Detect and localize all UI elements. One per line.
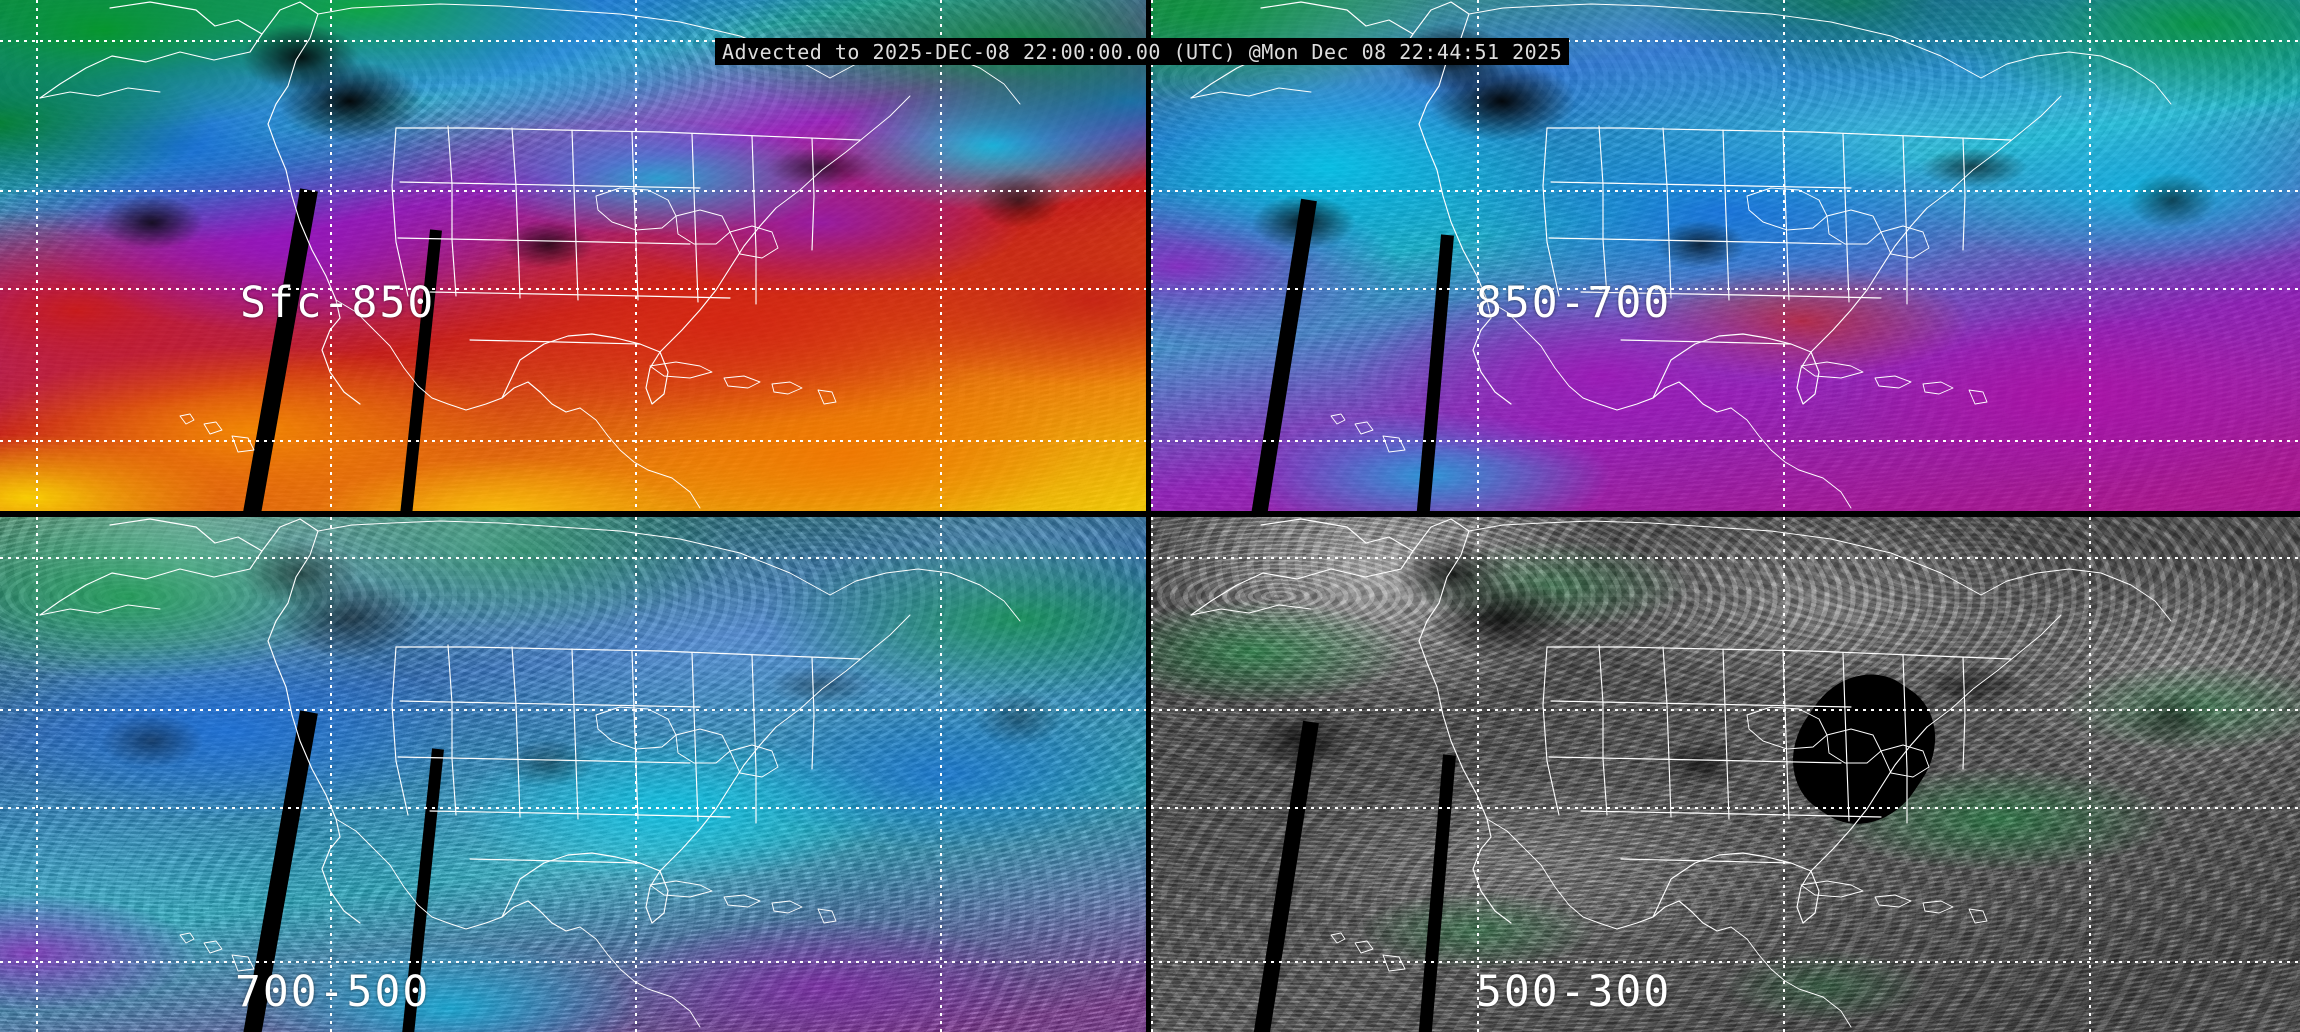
saturated-black-regions [0, 517, 1146, 1032]
panel-700-500[interactable]: 700-500 [0, 517, 1146, 1032]
title-bar: Advected to 2025-DEC-08 22:00:00.00 (UTC… [715, 38, 1570, 65]
title-text: Advected to 2025-DEC-08 22:00:00.00 (UTC… [722, 39, 1563, 64]
panel-label-500-300: 500-300 [1476, 967, 1672, 1017]
panel-label-700-500: 700-500 [235, 967, 431, 1017]
panel-divider-horizontal [0, 511, 2300, 517]
panel-sfc-850[interactable]: Sfc-850 [0, 0, 1146, 511]
panel-label-850-700: 850-700 [1476, 278, 1672, 328]
saturated-black-regions [1151, 0, 2300, 511]
panel-500-300[interactable]: 500-300 [1151, 517, 2300, 1032]
panel-850-700[interactable]: 850-700 [1151, 0, 2300, 511]
saturated-black-regions [1151, 517, 2300, 1032]
saturated-black-regions [0, 0, 1146, 511]
panel-label-sfc-850: Sfc-850 [240, 278, 436, 328]
